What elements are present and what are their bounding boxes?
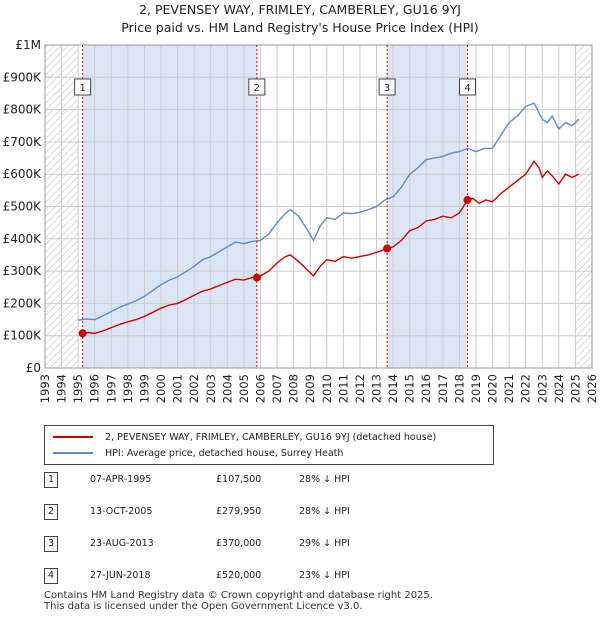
x-tick-label: 2014 (386, 374, 400, 403)
chart-title: 2, PEVENSEY WAY, FRIMLEY, CAMBERLEY, GU1… (139, 2, 461, 17)
x-tick-label: 2000 (154, 374, 168, 403)
plot-frame (44, 44, 593, 369)
x-tick-label: 2021 (502, 374, 516, 403)
sale-price: £107,500 (216, 474, 262, 485)
x-tick-label: 1999 (137, 374, 151, 403)
sale-price: £520,000 (216, 570, 262, 581)
legend-item-sales: 2, PEVENSEY WAY, FRIMLEY, CAMBERLEY, GU1… (53, 430, 436, 444)
x-tick-label: 2001 (171, 374, 185, 403)
x-tick-label: 2002 (187, 374, 201, 403)
sale-hpi-diff: 28% ↓ HPI (299, 474, 350, 485)
y-tick-label: £600K (3, 167, 43, 181)
y-tick-label: £0 (26, 361, 41, 375)
legend-swatch-sales (53, 436, 93, 438)
sale-label-box (74, 78, 92, 96)
footer-line-2: This data is licensed under the Open Gov… (44, 601, 363, 612)
x-tick-label: 2019 (469, 374, 483, 403)
sale-label-box (378, 78, 396, 96)
sale-point (383, 244, 392, 253)
footer-line-1: Contains HM Land Registry data © Crown c… (44, 590, 433, 601)
sale-label: 2 (254, 83, 260, 94)
sale-date: 07-APR-1995 (90, 474, 152, 485)
x-tick-label: 2009 (303, 374, 317, 403)
sale-hpi-diff: 29% ↓ HPI (299, 538, 350, 549)
sale-label-box (459, 78, 477, 96)
x-tick-label: 2007 (270, 374, 284, 403)
y-tick-label: £300K (3, 264, 43, 278)
x-tick-label: 1993 (38, 374, 52, 403)
sale-number-badge: 1 (44, 472, 58, 488)
sale-label: 4 (464, 83, 470, 94)
sale-date: 27-JUN-2018 (90, 570, 151, 581)
y-tick-label: £200K (3, 296, 43, 310)
sales-series-line (82, 160, 580, 335)
x-tick-label: 2018 (452, 374, 466, 403)
price-chart: 1 2 3 4 £0 £100K £200K £300K £400K £500K £600K £70… (3, 38, 599, 403)
x-tick-label: 2008 (287, 374, 301, 403)
x-tick-label: 2025 (568, 374, 582, 403)
sale-price: £279,950 (216, 506, 262, 517)
legend-swatch-hpi (53, 452, 93, 454)
x-tick-label: 2012 (353, 374, 367, 403)
sale-point (252, 273, 261, 282)
sale-date: 13-OCT-2005 (90, 506, 153, 517)
sale-number-badge: 4 (44, 568, 58, 584)
legend: 2, PEVENSEY WAY, FRIMLEY, CAMBERLEY, GU1… (44, 425, 494, 465)
x-tick-label: 2010 (320, 374, 334, 403)
x-tick-label: 2005 (237, 374, 251, 403)
sale-number-badge: 3 (44, 536, 58, 552)
y-tick-label: £1M (15, 38, 41, 52)
x-tick-label: 2013 (370, 374, 384, 403)
sale-number-badge: 2 (44, 504, 58, 520)
sale-row: 4 27-JUN-2018 £520,000 23% ↓ HPI (44, 568, 384, 588)
footer: Contains HM Land Registry data © Crown c… (44, 590, 433, 612)
x-tick-label: 2026 (585, 374, 599, 403)
sale-point (463, 196, 472, 205)
x-tick-label: 1998 (121, 374, 135, 403)
y-tick-label: £400K (3, 232, 43, 246)
x-tick-label: 2006 (253, 374, 267, 403)
sale-hpi-diff: 23% ↓ HPI (299, 570, 350, 581)
legend-label-sales: 2, PEVENSEY WAY, FRIMLEY, CAMBERLEY, GU1… (105, 431, 437, 443)
sale-row: 2 13-OCT-2005 £279,950 28% ↓ HPI (44, 504, 384, 524)
x-tick-label: 2020 (486, 374, 500, 403)
x-tick-label: 1995 (71, 374, 85, 403)
sale-label: 1 (79, 83, 85, 94)
sale-date: 23-AUG-2013 (90, 538, 154, 549)
sale-hpi-diff: 28% ↓ HPI (299, 506, 350, 517)
sale-point (78, 329, 87, 338)
x-tick-label: 1994 (55, 374, 69, 403)
y-tick-label: £900K (3, 70, 43, 84)
x-tick-label: 2022 (519, 374, 533, 403)
legend-item-hpi: HPI: Average price, detached house, Surr… (53, 446, 343, 460)
x-tick-label: 2003 (204, 374, 218, 403)
y-tick-label: £800K (3, 103, 43, 117)
sale-label: 3 (384, 83, 390, 94)
x-tick-label: 2016 (419, 374, 433, 403)
hpi-series-line (78, 102, 580, 321)
chart-subtitle: Price paid vs. HM Land Registry's House … (121, 20, 479, 35)
x-tick-label: 2004 (220, 374, 234, 403)
x-tick-label: 1997 (104, 374, 118, 403)
sale-row: 1 07-APR-1995 £107,500 28% ↓ HPI (44, 472, 384, 492)
x-tick-label: 2017 (436, 374, 450, 403)
sale-price: £370,000 (216, 538, 262, 549)
y-tick-label: £500K (3, 200, 43, 214)
x-tick-label: 2015 (403, 374, 417, 403)
x-tick-label: 2024 (552, 374, 566, 403)
x-tick-label: 2011 (336, 374, 350, 403)
sale-label-box (248, 78, 266, 96)
x-tick-label: 1996 (88, 374, 102, 403)
y-tick-label: £700K (3, 135, 43, 149)
legend-label-hpi: HPI: Average price, detached house, Surr… (105, 447, 344, 459)
x-tick-label: 2023 (535, 374, 549, 403)
sale-row: 3 23-AUG-2013 £370,000 29% ↓ HPI (44, 536, 384, 556)
y-tick-label: £100K (3, 329, 43, 343)
